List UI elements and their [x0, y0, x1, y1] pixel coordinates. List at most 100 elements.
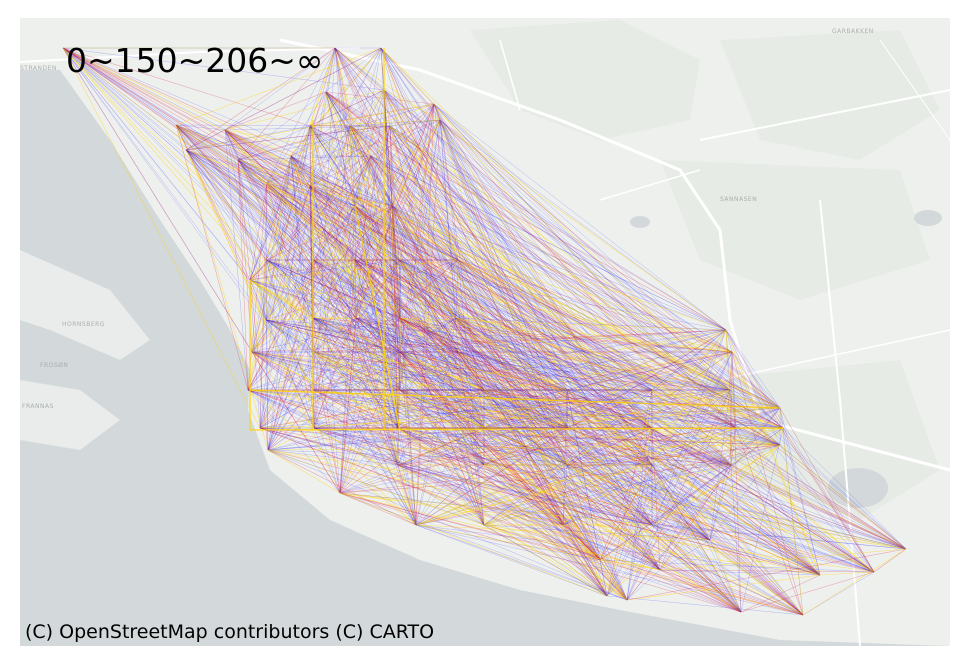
network-edge: [265, 259, 821, 576]
network-edge: [399, 259, 459, 353]
network-edge: [354, 259, 564, 526]
network-edge: [651, 524, 907, 550]
network-edge: [309, 185, 653, 526]
network-edge: [457, 351, 608, 597]
network-edge: [355, 317, 731, 391]
network-edge: [175, 124, 267, 321]
network-edge: [380, 47, 731, 391]
network-edge: [457, 259, 781, 409]
network-edge: [354, 205, 781, 409]
network-edge: [370, 155, 485, 526]
network-edge: [415, 427, 485, 526]
network-edge: [313, 427, 341, 494]
network-edge: [251, 259, 401, 353]
network-edge: [62, 47, 727, 331]
network-edge: [483, 464, 568, 526]
network-edge: [354, 259, 737, 429]
network-edge: [354, 259, 401, 391]
network-edge: [265, 319, 485, 391]
network-edge: [247, 389, 653, 526]
network-edge: [251, 351, 601, 561]
network-edge: [339, 427, 653, 494]
network-edge: [224, 129, 731, 391]
network-edge: [483, 444, 781, 526]
network-edge: [312, 317, 731, 391]
network-edge: [313, 427, 781, 446]
network-edge: [312, 317, 608, 597]
network-edge: [312, 317, 399, 466]
network-edge: [397, 464, 417, 526]
network-edge: [251, 351, 568, 391]
network-edge: [399, 259, 653, 391]
network-edge: [185, 149, 485, 429]
network-edge: [659, 464, 732, 571]
network-edge: [354, 259, 653, 526]
network-edge: [267, 125, 351, 451]
network-edge: [802, 548, 907, 616]
network-edge: [251, 351, 485, 391]
network-edge: [185, 47, 382, 151]
network-edge: [415, 524, 821, 576]
network-edge: [599, 559, 875, 573]
network-edge: [383, 89, 804, 616]
network-edge: [433, 103, 821, 576]
network-edge: [354, 205, 485, 429]
network-edge: [339, 492, 608, 597]
land-patch: [720, 30, 940, 160]
network-edge: [309, 185, 781, 446]
network-edge: [355, 103, 435, 319]
network-edge: [175, 124, 727, 331]
network-edge: [397, 464, 653, 526]
network-edge: [309, 125, 357, 319]
network-edge: [309, 185, 356, 207]
network-edge: [237, 159, 356, 207]
network-edge: [265, 319, 269, 451]
network-edge: [380, 47, 564, 526]
network-edge: [224, 47, 336, 131]
network-edge: [389, 125, 733, 353]
network-edge: [651, 464, 732, 526]
network-edge: [290, 155, 653, 466]
network-edge: [606, 464, 653, 597]
network-edge: [265, 319, 737, 429]
network-edge: [313, 427, 661, 571]
network-edge: [265, 155, 292, 261]
network-edge: [355, 317, 781, 409]
network-edge: [415, 524, 608, 597]
network-edge: [349, 125, 653, 466]
network-edge: [651, 464, 804, 616]
network-edge: [433, 103, 737, 429]
network-edge: [457, 259, 733, 353]
network-edge: [62, 47, 251, 281]
network-edge: [399, 329, 727, 391]
network-edge: [266, 182, 357, 319]
network-edge: [265, 259, 315, 321]
network-edge: [370, 119, 441, 157]
network-edge: [251, 351, 485, 429]
network-edge: [349, 125, 781, 409]
network-edge: [782, 427, 907, 550]
network-edge: [259, 259, 459, 429]
basemap: [19, 18, 951, 647]
network-edge: [651, 427, 907, 550]
network-edge: [265, 259, 459, 321]
network-edge: [265, 319, 569, 429]
network-edge: [249, 279, 485, 429]
network-edge: [566, 464, 601, 561]
network-edge: [389, 125, 485, 526]
network-edge: [312, 351, 564, 526]
network-edge: [224, 129, 268, 184]
network-edge: [483, 464, 742, 613]
network-edge: [349, 125, 569, 429]
network-edge: [62, 47, 239, 161]
network-edge: [251, 351, 653, 466]
network-edge: [334, 47, 485, 391]
network-edge: [265, 205, 393, 261]
network-edge: [313, 427, 608, 597]
network-edge: [349, 125, 727, 331]
network-edge: [259, 407, 781, 429]
network-edge: [251, 119, 441, 353]
network-edge: [325, 91, 653, 526]
network-edge: [566, 389, 804, 616]
network-edge: [349, 125, 399, 466]
